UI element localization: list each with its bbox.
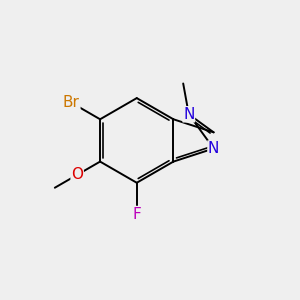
Text: N: N — [208, 141, 219, 156]
Text: F: F — [132, 206, 141, 221]
Text: N: N — [183, 107, 194, 122]
Text: O: O — [71, 167, 83, 182]
Text: Br: Br — [63, 95, 80, 110]
